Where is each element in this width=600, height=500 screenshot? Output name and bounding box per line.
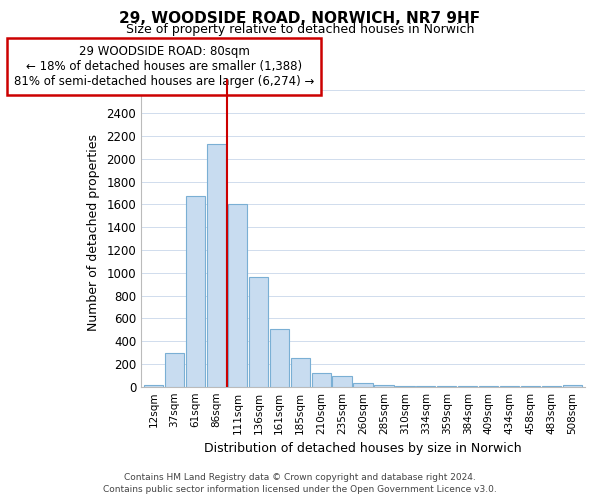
Bar xyxy=(228,204,247,386)
Bar xyxy=(144,384,163,386)
Y-axis label: Number of detached properties: Number of detached properties xyxy=(86,134,100,332)
Bar xyxy=(563,384,582,386)
Text: Size of property relative to detached houses in Norwich: Size of property relative to detached ho… xyxy=(126,22,474,36)
Bar xyxy=(269,329,289,386)
Bar xyxy=(332,376,352,386)
Text: 29, WOODSIDE ROAD, NORWICH, NR7 9HF: 29, WOODSIDE ROAD, NORWICH, NR7 9HF xyxy=(119,11,481,26)
Bar xyxy=(186,196,205,386)
Bar xyxy=(290,358,310,386)
X-axis label: Distribution of detached houses by size in Norwich: Distribution of detached houses by size … xyxy=(204,442,522,455)
Bar xyxy=(311,373,331,386)
Text: Contains HM Land Registry data © Crown copyright and database right 2024.
Contai: Contains HM Land Registry data © Crown c… xyxy=(103,472,497,494)
Bar xyxy=(374,384,394,386)
Bar xyxy=(248,278,268,386)
Text: 29 WOODSIDE ROAD: 80sqm
← 18% of detached houses are smaller (1,388)
81% of semi: 29 WOODSIDE ROAD: 80sqm ← 18% of detache… xyxy=(14,45,314,88)
Bar xyxy=(207,144,226,386)
Bar xyxy=(165,352,184,386)
Bar xyxy=(353,384,373,386)
